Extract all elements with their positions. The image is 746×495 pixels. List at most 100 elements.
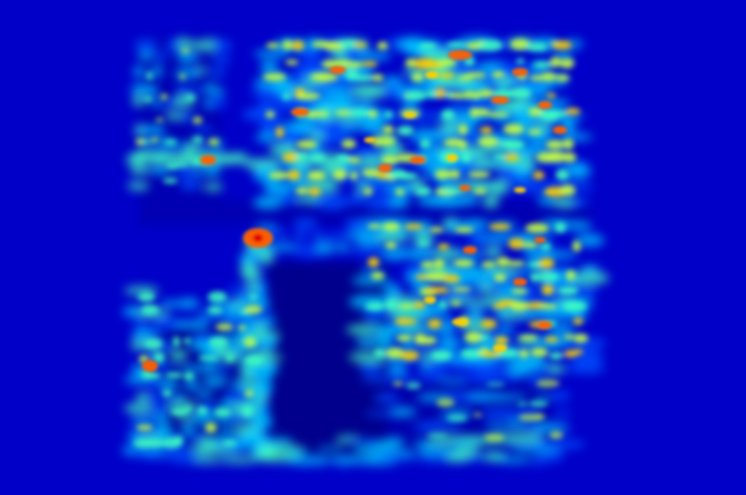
yellow-streak: [573, 317, 583, 325]
yellow-streak: [386, 347, 405, 359]
yellow-streak: [426, 286, 450, 294]
cyan-streak: [151, 98, 161, 108]
yellow-streak: [464, 90, 473, 99]
yellow-streak: [430, 350, 452, 361]
yellow-streak: [511, 288, 528, 295]
cyan-streak: [289, 448, 309, 454]
cyan-streak: [127, 181, 150, 191]
yellow-streak: [385, 241, 397, 249]
cyan-streak: [151, 317, 182, 331]
yellow-streak: [314, 72, 338, 82]
cyan-streak: [529, 455, 549, 466]
yellow-streak: [519, 349, 529, 359]
yellow-streak: [174, 435, 184, 447]
cyan-streak: [139, 125, 157, 136]
cyan-streak: [382, 436, 406, 445]
cyan-streak: [198, 142, 212, 151]
yellow-streak: [285, 59, 299, 65]
cyan-streak: [500, 264, 518, 276]
yellow-streak: [396, 334, 413, 342]
yellow-streak: [573, 333, 589, 343]
hotspot: [538, 101, 552, 109]
cyan-streak: [524, 246, 559, 263]
yellow-streak: [443, 274, 461, 283]
cyan-streak: [497, 373, 522, 383]
cyan-streak: [311, 229, 324, 242]
yellow-streak: [384, 111, 393, 118]
yellow-streak: [145, 438, 167, 448]
yellow-streak: [434, 258, 444, 269]
hotspot: [463, 246, 477, 254]
yellow-streak: [310, 154, 326, 162]
yellow-streak: [172, 336, 181, 348]
cyan-streak: [294, 229, 307, 242]
yellow-streak: [509, 301, 530, 312]
cyan-streak: [130, 164, 150, 175]
yellow-streak: [411, 72, 424, 82]
yellow-streak: [181, 48, 190, 53]
cyan-streak: [532, 422, 570, 434]
yellow-streak: [215, 323, 234, 331]
yellow-streak: [534, 413, 545, 420]
cyan-streak: [154, 123, 164, 137]
yellow-streak: [368, 109, 378, 119]
yellow-streak: [348, 109, 372, 117]
cyan-streak: [348, 101, 375, 111]
cyan-streak: [331, 455, 359, 466]
yellow-streak: [352, 74, 375, 81]
yellow-streak: [554, 222, 567, 233]
yellow-streak: [529, 273, 542, 282]
yellow-streak: [363, 187, 373, 195]
cyan-streak: [350, 147, 384, 157]
yellow-streak: [353, 42, 367, 48]
hotspot: [424, 296, 436, 304]
yellow-streak: [377, 41, 388, 50]
cyan-streak: [174, 165, 199, 178]
cyan-streak: [448, 100, 467, 109]
yellow-streak: [375, 136, 396, 146]
yellow-streak: [447, 414, 468, 422]
cyan-streak: [580, 264, 600, 273]
cyan-streak: [255, 133, 280, 142]
yellow-streak: [334, 110, 354, 116]
yellow-streak: [545, 140, 565, 150]
cyan-streak: [156, 167, 173, 176]
cyan-streak: [496, 432, 545, 444]
cyan-streak: [159, 378, 179, 390]
yellow-streak: [448, 169, 461, 179]
yellow-streak: [471, 90, 481, 100]
yellow-streak: [539, 272, 560, 281]
cyan-streak: [207, 163, 221, 177]
cyan-streak: [484, 246, 503, 258]
yellow-streak: [307, 170, 326, 181]
yellow-streak: [381, 155, 399, 165]
yellow-streak: [520, 242, 539, 248]
cyan-streak: [438, 335, 459, 352]
cyan-streak: [380, 76, 404, 86]
cyan-streak: [472, 371, 503, 385]
yellow-streak: [265, 42, 281, 49]
yellow-streak: [503, 123, 524, 135]
yellow-streak: [539, 258, 554, 269]
yellow-streak: [136, 424, 153, 431]
cyan-streak: [383, 283, 401, 300]
cyan-streak: [216, 364, 231, 373]
yellow-streak: [450, 300, 461, 306]
hotspot: [142, 360, 158, 372]
yellow-streak: [331, 59, 353, 68]
cyan-streak: [478, 233, 519, 243]
yellow-streak: [507, 87, 531, 99]
yellow-streak: [374, 349, 386, 358]
cyan-streak: [284, 455, 333, 466]
yellow-streak: [527, 129, 542, 135]
yellow-streak: [510, 39, 530, 50]
hotspot: [253, 234, 263, 242]
yellow-streak: [421, 261, 436, 269]
yellow-streak: [244, 304, 262, 314]
cyan-streak: [572, 286, 597, 298]
yellow-streak: [460, 348, 483, 359]
yellow-streak: [338, 40, 359, 48]
yellow-streak: [404, 319, 417, 324]
yellow-streak: [560, 58, 575, 69]
